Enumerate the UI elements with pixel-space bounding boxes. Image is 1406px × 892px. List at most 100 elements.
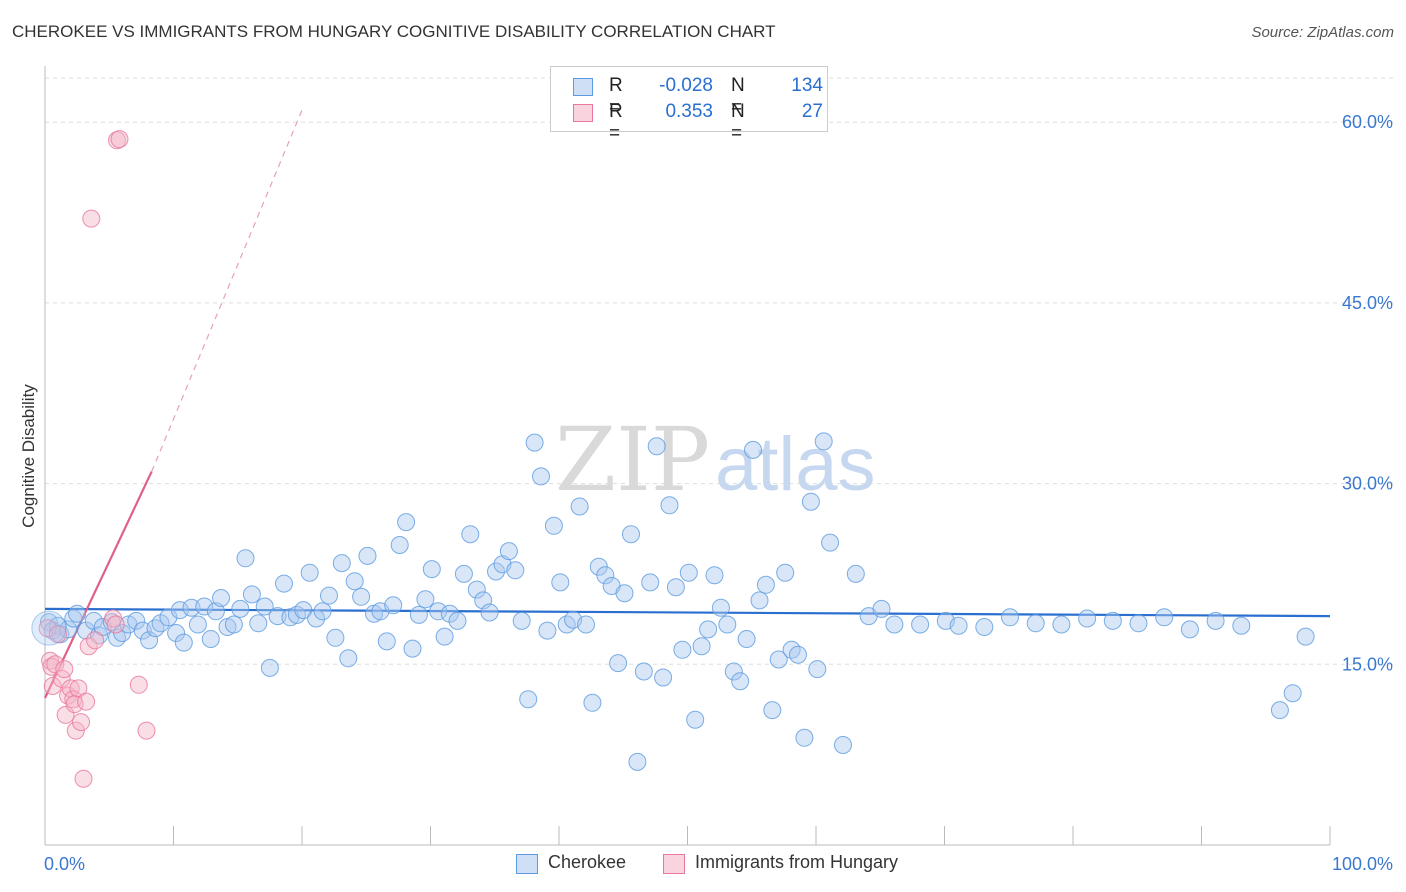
source-label: Source: ZipAtlas.com (1251, 24, 1394, 41)
legend-r-label: R = (609, 75, 623, 118)
point-hungary (43, 677, 62, 695)
point-cherokee (339, 649, 358, 668)
point-cherokee (1129, 614, 1148, 633)
legend-r-label: R = (609, 101, 623, 144)
point-cherokee (544, 516, 563, 535)
point-cherokee (231, 599, 250, 618)
trend-line-hungary-extension (151, 109, 303, 472)
point-cherokee (480, 603, 499, 622)
point-cherokee (628, 752, 647, 771)
y-tick-label: 30.0% (1342, 474, 1393, 494)
axes (44, 66, 1331, 846)
point-cherokee (769, 650, 788, 669)
point-cherokee (1155, 608, 1174, 627)
legend-n-label: N = (731, 75, 745, 118)
point-cherokee (212, 589, 230, 607)
point-cherokee (461, 525, 480, 544)
point-cherokee (737, 630, 756, 648)
point-cherokee (384, 596, 403, 615)
point-cherokee (673, 640, 692, 659)
point-cherokee (911, 615, 930, 634)
point-cherokee (1078, 609, 1097, 628)
point-cherokee (641, 573, 660, 592)
point-cherokee (1283, 684, 1302, 703)
point-cherokee (577, 615, 595, 634)
point-cherokee (249, 614, 268, 633)
point-cherokee (622, 525, 640, 544)
point-cherokee (519, 690, 538, 709)
point-cherokee (403, 639, 422, 658)
y-tick-label: 45.0% (1342, 293, 1393, 313)
point-cherokee (195, 597, 214, 616)
point-hungary (38, 619, 57, 638)
point-hungary (66, 721, 85, 740)
point-cherokee (525, 433, 544, 452)
point-cherokee (647, 437, 666, 456)
point-cherokee (320, 586, 338, 605)
point-cherokee (949, 616, 968, 635)
point-cherokee (255, 597, 274, 616)
point-cherokee (440, 604, 459, 623)
point-cherokee (242, 585, 261, 604)
point-cherokee (170, 601, 189, 620)
point-cherokee (429, 602, 448, 621)
point-cherokee (467, 580, 486, 599)
point-cherokee (416, 590, 435, 609)
point-cherokee (206, 602, 225, 621)
point-cherokee (763, 701, 782, 720)
point-hungary (86, 631, 105, 650)
point-cherokee (1052, 615, 1071, 634)
watermark-atlas: atlas (715, 422, 876, 507)
point-cherokee (750, 591, 769, 610)
point-cherokee (377, 632, 396, 651)
point-cherokee (108, 628, 126, 647)
point-cherokee (699, 620, 718, 639)
point-cherokee (506, 561, 525, 580)
point-cherokee (538, 621, 557, 640)
point-cherokee (731, 672, 750, 691)
point-cherokee (448, 611, 467, 630)
point-cherokee (287, 605, 306, 624)
bottom-legend-swatch-hungary (663, 854, 685, 874)
point-hungary (82, 209, 101, 228)
point-cherokee (313, 602, 332, 621)
point-cluster-cherokee (31, 610, 67, 646)
point-cherokee (634, 662, 653, 681)
point-cherokee (167, 624, 186, 642)
point-cherokee (512, 611, 531, 630)
point-cherokee (422, 560, 441, 579)
point-cherokee (885, 615, 904, 634)
point-cherokee (201, 630, 220, 648)
point-cherokee (1026, 614, 1045, 633)
point-cherokee (795, 728, 814, 747)
point-cherokee (679, 563, 698, 582)
legend-swatch-hungary (573, 104, 593, 122)
point-cherokee (1103, 611, 1122, 630)
point-cherokee (654, 668, 673, 687)
point-cherokee (224, 615, 243, 634)
point-cherokee (275, 574, 293, 593)
point-cherokee (59, 620, 78, 639)
point-cherokee (487, 562, 505, 581)
point-cherokee (307, 609, 326, 628)
point-cherokee (435, 627, 454, 646)
legend-r-value: 0.353 (665, 101, 713, 122)
bottom-legend-label-cherokee: Cherokee (548, 852, 627, 872)
point-cherokee (345, 572, 364, 591)
point-cherokee (188, 615, 207, 634)
x-tick-label: 100.0% (1332, 854, 1393, 874)
point-cherokee (1232, 616, 1251, 635)
point-cherokee (397, 513, 416, 532)
point-cherokee (1296, 627, 1315, 646)
data-points (31, 130, 1315, 788)
point-cherokee (814, 432, 833, 451)
point-cherokee (570, 497, 589, 516)
point-cherokee (557, 615, 576, 634)
watermark-zip: ZIP (555, 408, 710, 511)
chart-title: CHEROKEE VS IMMIGRANTS FROM HUNGARY COGN… (12, 22, 776, 41)
x-tick-label: 0.0% (44, 854, 85, 874)
point-cherokee (1270, 701, 1289, 720)
legend-n-value: 27 (801, 101, 823, 122)
point-cherokee (744, 440, 762, 459)
